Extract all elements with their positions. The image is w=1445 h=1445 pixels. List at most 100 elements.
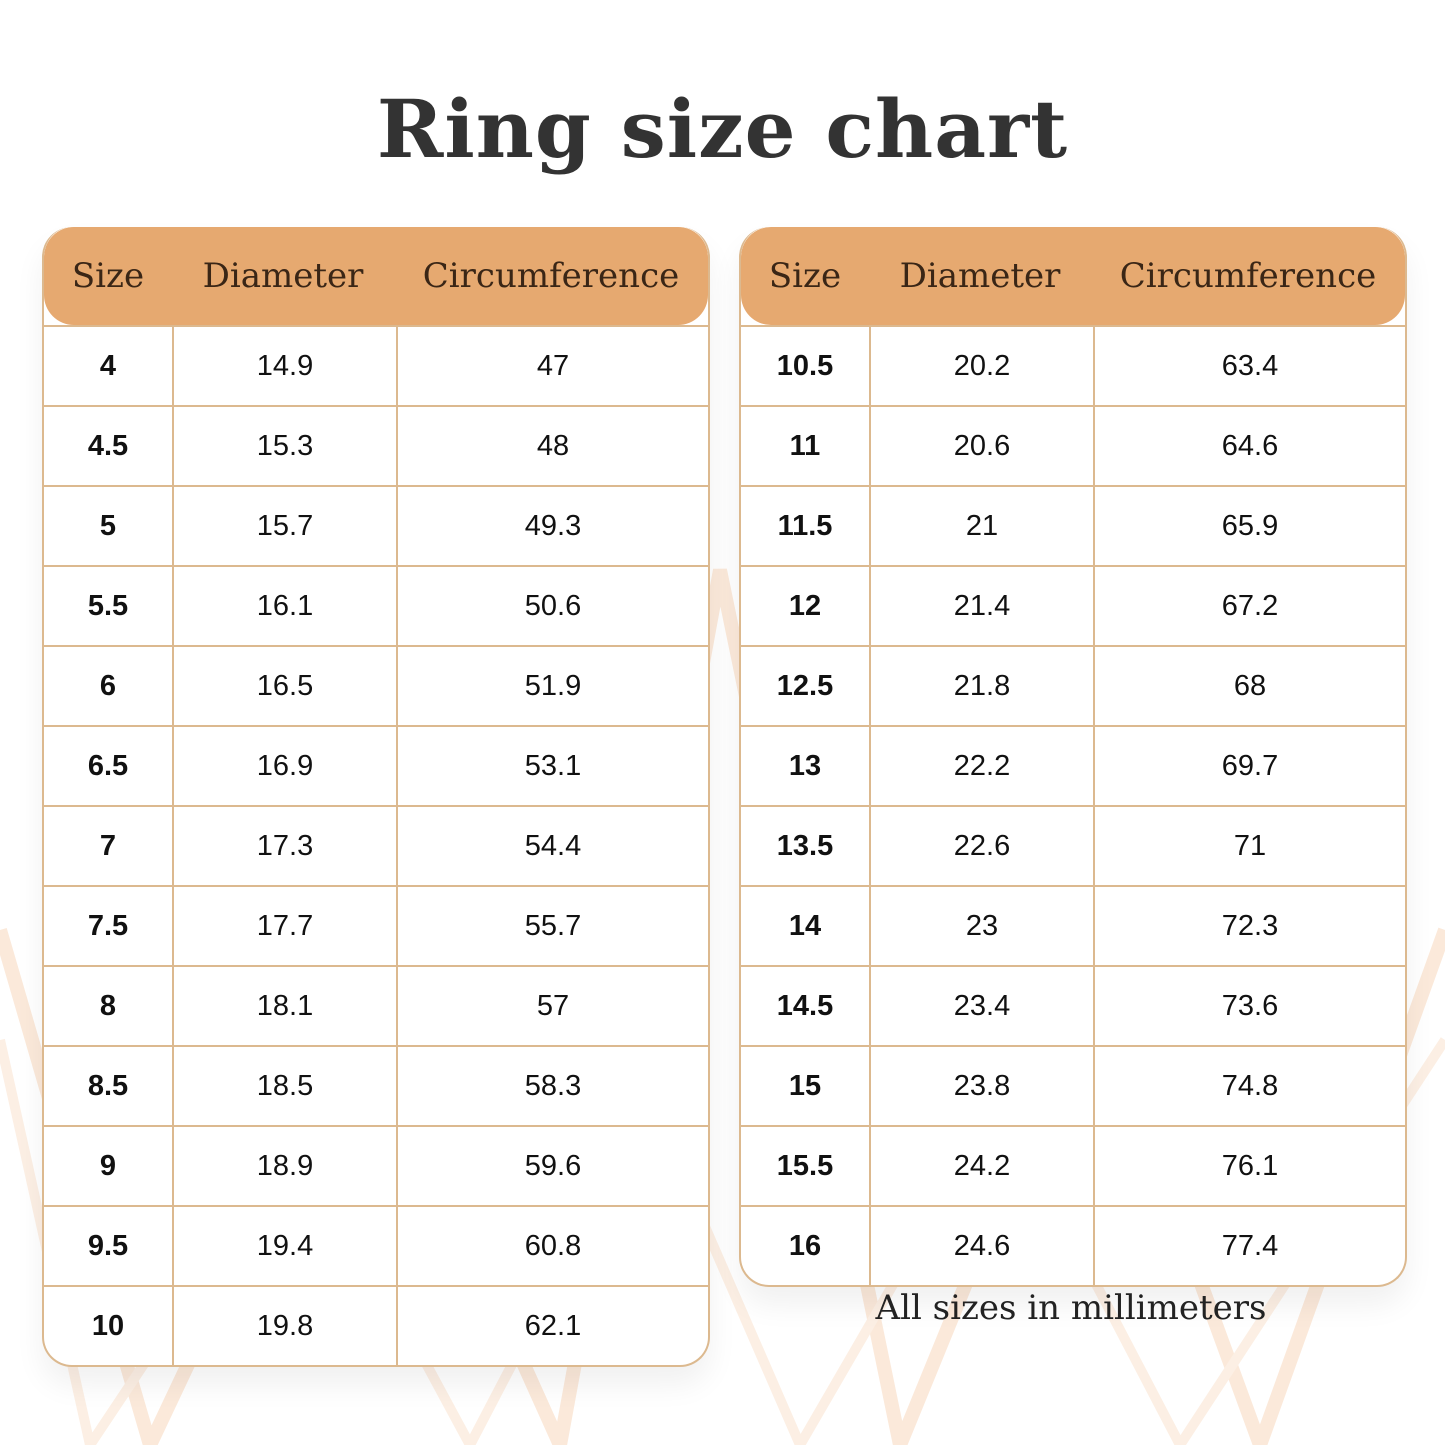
circumference-cell: 76.1 <box>1093 1127 1405 1205</box>
table-row: 8 18.1 57 <box>44 965 708 1045</box>
diameter-cell: 21.8 <box>869 647 1093 725</box>
table-row: 15 23.8 74.8 <box>741 1045 1405 1125</box>
diameter-cell: 16.1 <box>172 567 396 645</box>
size-cell: 16 <box>788 1229 822 1262</box>
circumference-cell: 50.6 <box>396 567 708 645</box>
circumference-cell: 69.7 <box>1093 727 1405 805</box>
table-row: 4.5 15.3 48 <box>44 405 708 485</box>
diameter-cell: 16.9 <box>172 727 396 805</box>
circumference-cell: 64.6 <box>1093 407 1405 485</box>
size-cell: 8 <box>99 989 117 1022</box>
circumference-cell: 48 <box>396 407 708 485</box>
circumference-cell: 57 <box>396 967 708 1045</box>
size-cell: 10.5 <box>776 349 834 382</box>
table-row: 13.5 22.6 71 <box>741 805 1405 885</box>
size-cell: 15 <box>788 1069 822 1102</box>
size-cell: 11 <box>789 429 821 462</box>
table-row: 12.5 21.8 68 <box>741 645 1405 725</box>
column-header-circumference: Circumference <box>422 256 680 296</box>
table-row: 16 24.6 77.4 <box>741 1205 1405 1285</box>
diameter-cell: 16.5 <box>172 647 396 725</box>
size-cell: 14.5 <box>776 989 834 1022</box>
diameter-cell: 23 <box>869 887 1093 965</box>
diameter-cell: 19.8 <box>172 1287 396 1365</box>
size-cell: 14 <box>788 909 822 942</box>
table-row: 13 22.2 69.7 <box>741 725 1405 805</box>
circumference-cell: 49.3 <box>396 487 708 565</box>
size-cell: 9.5 <box>87 1229 129 1262</box>
size-cell: 12 <box>788 589 822 622</box>
table-header: Size Diameter Circumference <box>44 227 708 325</box>
size-cell: 10 <box>91 1309 125 1342</box>
diameter-cell: 23.4 <box>869 967 1093 1045</box>
table-row: 5.5 16.1 50.6 <box>44 565 708 645</box>
table-row: 5 15.7 49.3 <box>44 485 708 565</box>
circumference-cell: 59.6 <box>396 1127 708 1205</box>
size-cell: 13 <box>788 749 822 782</box>
diameter-cell: 18.1 <box>172 967 396 1045</box>
size-cell: 12.5 <box>776 669 834 702</box>
size-cell: 9 <box>99 1149 117 1182</box>
diameter-cell: 22.2 <box>869 727 1093 805</box>
units-note: All sizes in millimeters <box>875 1288 1267 1328</box>
column-header-diameter: Diameter <box>899 256 1061 296</box>
diameter-cell: 19.4 <box>172 1207 396 1285</box>
table-row: 14.5 23.4 73.6 <box>741 965 1405 1045</box>
table-row: 9.5 19.4 60.8 <box>44 1205 708 1285</box>
size-cell: 15.5 <box>776 1149 834 1182</box>
circumference-cell: 65.9 <box>1093 487 1405 565</box>
circumference-cell: 51.9 <box>396 647 708 725</box>
size-cell: 5.5 <box>87 589 129 622</box>
diameter-cell: 24.6 <box>869 1207 1093 1285</box>
size-cell: 13.5 <box>776 829 834 862</box>
size-cell: 11.5 <box>777 509 833 542</box>
column-header-circumference: Circumference <box>1119 256 1377 296</box>
table-row: 7 17.3 54.4 <box>44 805 708 885</box>
circumference-cell: 77.4 <box>1093 1207 1405 1285</box>
size-cell: 6.5 <box>87 749 129 782</box>
table-row: 7.5 17.7 55.7 <box>44 885 708 965</box>
diameter-cell: 14.9 <box>172 327 396 405</box>
size-cell: 5 <box>99 509 117 542</box>
table-row: 6.5 16.9 53.1 <box>44 725 708 805</box>
column-header-size: Size <box>768 256 842 296</box>
table-row: 12 21.4 67.2 <box>741 565 1405 645</box>
table-row: 11 20.6 64.6 <box>741 405 1405 485</box>
table-row: 10.5 20.2 63.4 <box>741 325 1405 405</box>
diameter-cell: 24.2 <box>869 1127 1093 1205</box>
table-row: 15.5 24.2 76.1 <box>741 1125 1405 1205</box>
circumference-cell: 55.7 <box>396 887 708 965</box>
diameter-cell: 15.3 <box>172 407 396 485</box>
table-row: 14 23 72.3 <box>741 885 1405 965</box>
table-row: 11.5 21 65.9 <box>741 485 1405 565</box>
table-row: 6 16.5 51.9 <box>44 645 708 725</box>
circumference-cell: 62.1 <box>396 1287 708 1365</box>
diameter-cell: 17.7 <box>172 887 396 965</box>
size-table-left: Size Diameter Circumference 4 14.9 47 4.5 15.3 4… <box>42 227 710 1367</box>
table-header: Size Diameter Circumference <box>741 227 1405 325</box>
page-title: Ring size chart <box>376 82 1069 176</box>
column-header-diameter: Diameter <box>202 256 364 296</box>
size-cell: 6 <box>99 669 117 702</box>
circumference-cell: 60.8 <box>396 1207 708 1285</box>
diameter-cell: 23.8 <box>869 1047 1093 1125</box>
column-header-size: Size <box>71 256 145 296</box>
circumference-cell: 53.1 <box>396 727 708 805</box>
diameter-cell: 21.4 <box>869 567 1093 645</box>
diameter-cell: 21 <box>869 487 1093 565</box>
circumference-cell: 63.4 <box>1093 327 1405 405</box>
size-table-right: Size Diameter Circumference 10.5 20.2 63.4 11 2… <box>739 227 1407 1287</box>
diameter-cell: 20.6 <box>869 407 1093 485</box>
circumference-cell: 71 <box>1093 807 1405 885</box>
circumference-cell: 72.3 <box>1093 887 1405 965</box>
table-row: 8.5 18.5 58.3 <box>44 1045 708 1125</box>
diameter-cell: 15.7 <box>172 487 396 565</box>
size-cell: 7 <box>99 829 117 862</box>
diameter-cell: 18.5 <box>172 1047 396 1125</box>
table-row: 10 19.8 62.1 <box>44 1285 708 1365</box>
diameter-cell: 22.6 <box>869 807 1093 885</box>
circumference-cell: 47 <box>396 327 708 405</box>
size-cell: 8.5 <box>87 1069 129 1102</box>
diameter-cell: 20.2 <box>869 327 1093 405</box>
table-row: 4 14.9 47 <box>44 325 708 405</box>
